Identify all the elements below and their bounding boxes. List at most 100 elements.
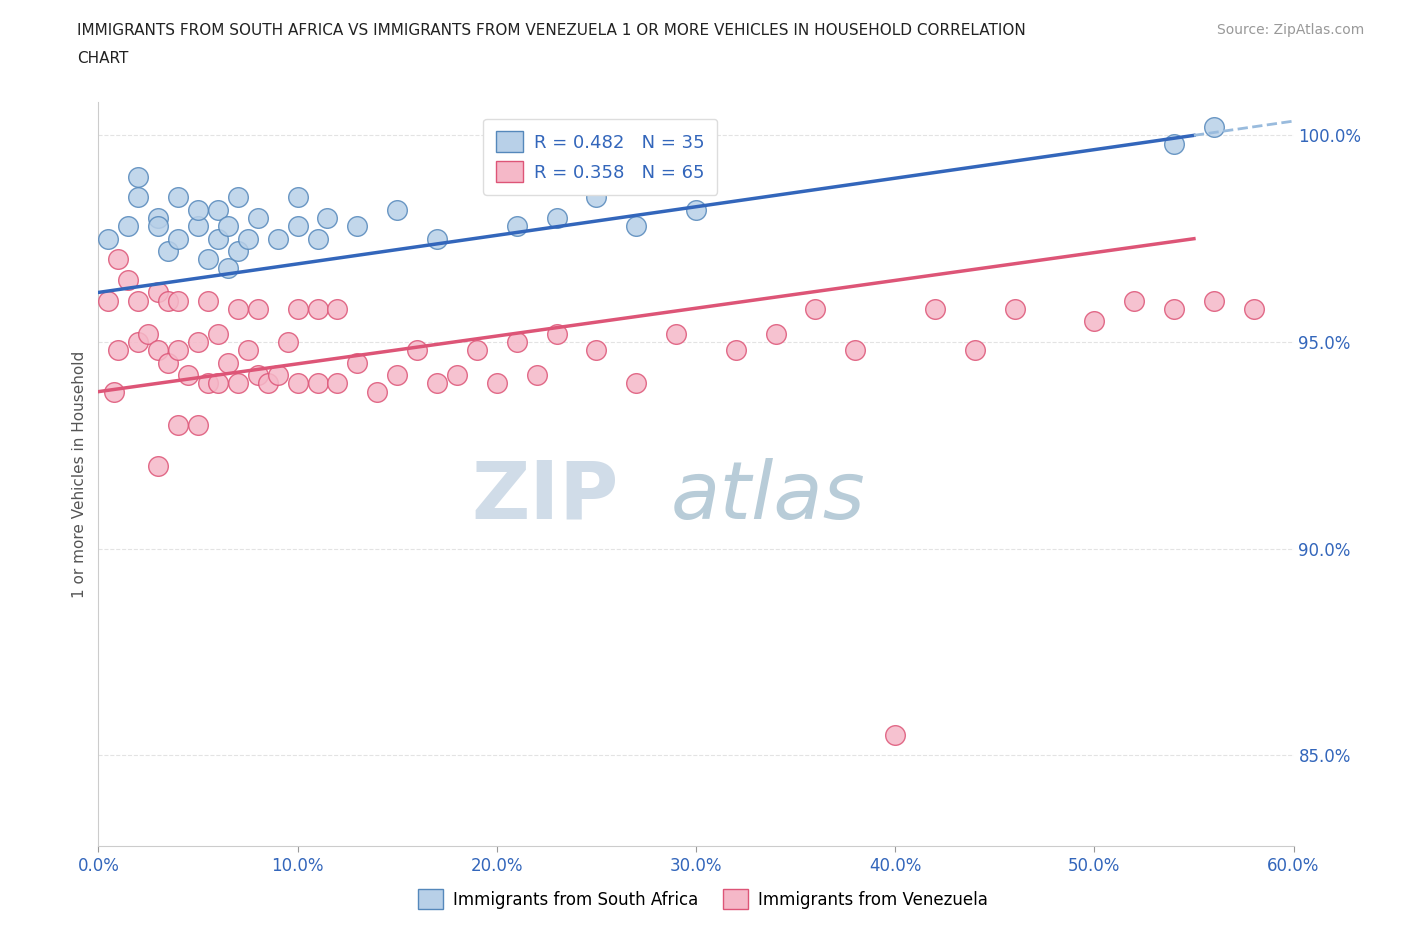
Text: CHART: CHART (77, 51, 129, 66)
Point (107, 343, 129, 358)
Point (287, 301, 309, 316)
Point (127, 190, 149, 205)
Text: IMMIGRANTS FROM SOUTH AFRICA VS IMMIGRANTS FROM VENEZUELA 1 OR MORE VEHICLES IN : IMMIGRANTS FROM SOUTH AFRICA VS IMMIGRAN… (77, 23, 1026, 38)
Legend: Immigrants from South Africa, Immigrants from Venezuela: Immigrants from South Africa, Immigrants… (409, 881, 997, 917)
Point (246, 301, 269, 316)
Point (157, 293, 180, 308)
Point (136, 326, 159, 341)
Y-axis label: 1 or more Vehicles in Household: 1 or more Vehicles in Household (72, 351, 87, 598)
Point (187, 219, 209, 233)
Point (1163, 136, 1185, 151)
Point (236, 343, 259, 358)
Point (1202, 293, 1225, 308)
Point (148, 458, 170, 473)
Text: Source: ZipAtlas.com: Source: ZipAtlas.com (1216, 23, 1364, 37)
Point (307, 301, 329, 316)
Point (287, 190, 309, 205)
Point (97, 293, 120, 308)
Point (148, 343, 170, 358)
Point (287, 376, 309, 391)
Point (385, 367, 409, 382)
Point (665, 326, 688, 341)
Point (217, 355, 239, 370)
Point (626, 219, 648, 233)
Point (226, 301, 249, 316)
Point (724, 343, 747, 358)
Point (267, 367, 290, 382)
Point (217, 219, 239, 233)
Point (1163, 301, 1185, 316)
Point (246, 210, 269, 225)
Point (148, 285, 170, 299)
Point (207, 203, 229, 218)
Point (226, 244, 249, 259)
Point (506, 335, 529, 350)
Point (207, 376, 229, 391)
Point (526, 367, 548, 382)
Point (765, 326, 787, 341)
Point (884, 727, 907, 742)
Point (177, 367, 200, 382)
Point (256, 376, 278, 391)
Point (426, 376, 449, 391)
Point (506, 219, 529, 233)
Point (207, 232, 229, 246)
Point (157, 355, 180, 370)
Point (187, 418, 209, 432)
Point (117, 272, 139, 287)
Point (167, 343, 190, 358)
Point (226, 190, 249, 205)
Point (103, 384, 125, 399)
Point (97, 232, 120, 246)
Point (167, 232, 190, 246)
Point (585, 190, 607, 205)
Point (117, 219, 139, 233)
Point (197, 252, 219, 267)
Point (546, 210, 568, 225)
Point (127, 293, 149, 308)
Point (187, 335, 209, 350)
Point (246, 367, 269, 382)
Point (107, 252, 129, 267)
Point (804, 301, 827, 316)
Point (148, 210, 170, 225)
Point (346, 219, 368, 233)
Legend: R = 0.482   N = 35, R = 0.358   N = 65: R = 0.482 N = 35, R = 0.358 N = 65 (484, 119, 717, 194)
Point (385, 203, 409, 218)
Point (187, 203, 209, 218)
Point (236, 232, 259, 246)
Point (167, 190, 190, 205)
Point (1123, 293, 1146, 308)
Point (167, 293, 190, 308)
Point (307, 232, 329, 246)
Point (844, 343, 866, 358)
Point (277, 335, 299, 350)
Point (1243, 301, 1265, 316)
Point (366, 384, 388, 399)
Point (197, 293, 219, 308)
Point (346, 355, 368, 370)
Point (406, 343, 429, 358)
Point (1004, 301, 1026, 316)
Point (307, 376, 329, 391)
Point (197, 376, 219, 391)
Point (1083, 314, 1105, 329)
Point (326, 301, 349, 316)
Point (585, 343, 607, 358)
Point (267, 232, 290, 246)
Point (626, 376, 648, 391)
Point (1202, 120, 1225, 135)
Point (426, 232, 449, 246)
Point (924, 301, 946, 316)
Point (127, 335, 149, 350)
Point (157, 244, 180, 259)
Point (167, 418, 190, 432)
Point (446, 367, 468, 382)
Point (485, 376, 508, 391)
Point (207, 326, 229, 341)
Point (287, 219, 309, 233)
Point (326, 376, 349, 391)
Text: atlas: atlas (671, 458, 865, 536)
Point (465, 343, 488, 358)
Point (226, 376, 249, 391)
